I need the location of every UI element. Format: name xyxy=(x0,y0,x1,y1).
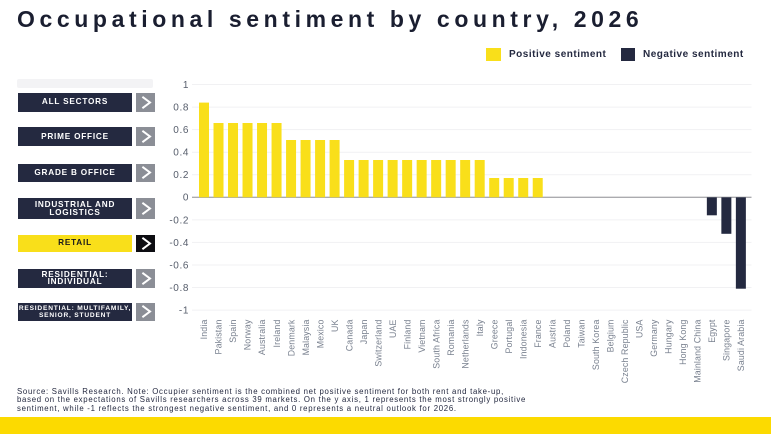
svg-text:-0.2: -0.2 xyxy=(169,215,189,226)
svg-text:0.6: 0.6 xyxy=(173,125,189,136)
svg-text:Singapore: Singapore xyxy=(722,320,732,361)
svg-text:Finland: Finland xyxy=(402,320,412,350)
svg-text:Saudi Arabia: Saudi Arabia xyxy=(736,320,746,372)
svg-text:Australia: Australia xyxy=(257,320,267,356)
svg-text:UAE: UAE xyxy=(388,320,398,339)
svg-text:Netherlands: Netherlands xyxy=(460,319,470,369)
svg-text:USA: USA xyxy=(635,320,645,339)
svg-text:-0.6: -0.6 xyxy=(169,260,189,271)
svg-text:Italy: Italy xyxy=(475,319,485,336)
svg-text:Austria: Austria xyxy=(547,320,557,348)
svg-text:Denmark: Denmark xyxy=(286,319,296,356)
svg-text:Canada: Canada xyxy=(344,320,354,352)
svg-text:Pakistan: Pakistan xyxy=(214,320,224,355)
svg-text:-1: -1 xyxy=(179,306,189,317)
svg-text:-0.4: -0.4 xyxy=(169,238,189,249)
svg-text:Malaysia: Malaysia xyxy=(301,320,311,356)
svg-text:Norway: Norway xyxy=(243,319,253,350)
svg-text:Egypt: Egypt xyxy=(707,319,717,343)
svg-text:Belgium: Belgium xyxy=(605,320,615,353)
svg-text:Switzerland: Switzerland xyxy=(373,320,383,367)
svg-text:0.4: 0.4 xyxy=(173,148,189,159)
svg-text:Vietnam: Vietnam xyxy=(417,320,427,353)
svg-text:Indonesia: Indonesia xyxy=(518,320,528,360)
svg-text:Hong Kong: Hong Kong xyxy=(678,320,688,365)
svg-text:Greece: Greece xyxy=(489,320,499,350)
svg-text:Mainland China: Mainland China xyxy=(693,320,703,383)
svg-text:Taiwan: Taiwan xyxy=(576,320,586,348)
svg-text:0.2: 0.2 xyxy=(173,170,189,181)
svg-text:Spain: Spain xyxy=(228,320,238,343)
svg-text:Germany: Germany xyxy=(649,319,659,357)
svg-text:South Korea: South Korea xyxy=(591,320,601,371)
svg-text:1: 1 xyxy=(183,80,189,91)
svg-text:Romania: Romania xyxy=(446,320,456,356)
svg-text:Japan: Japan xyxy=(359,320,369,345)
svg-text:Ireland: Ireland xyxy=(272,320,282,348)
svg-text:Czech Republic: Czech Republic xyxy=(620,319,630,383)
svg-text:0: 0 xyxy=(183,193,189,204)
svg-text:France: France xyxy=(533,320,543,348)
svg-text:Poland: Poland xyxy=(562,320,572,348)
svg-text:South Africa: South Africa xyxy=(431,320,441,369)
svg-text:Portugal: Portugal xyxy=(504,320,514,354)
svg-text:Mexico: Mexico xyxy=(315,320,325,349)
svg-text:0.8: 0.8 xyxy=(173,103,189,114)
svg-text:-0.8: -0.8 xyxy=(169,283,189,294)
svg-text:India: India xyxy=(199,320,209,340)
svg-text:Hungary: Hungary xyxy=(664,319,674,354)
svg-text:UK: UK xyxy=(330,320,340,333)
